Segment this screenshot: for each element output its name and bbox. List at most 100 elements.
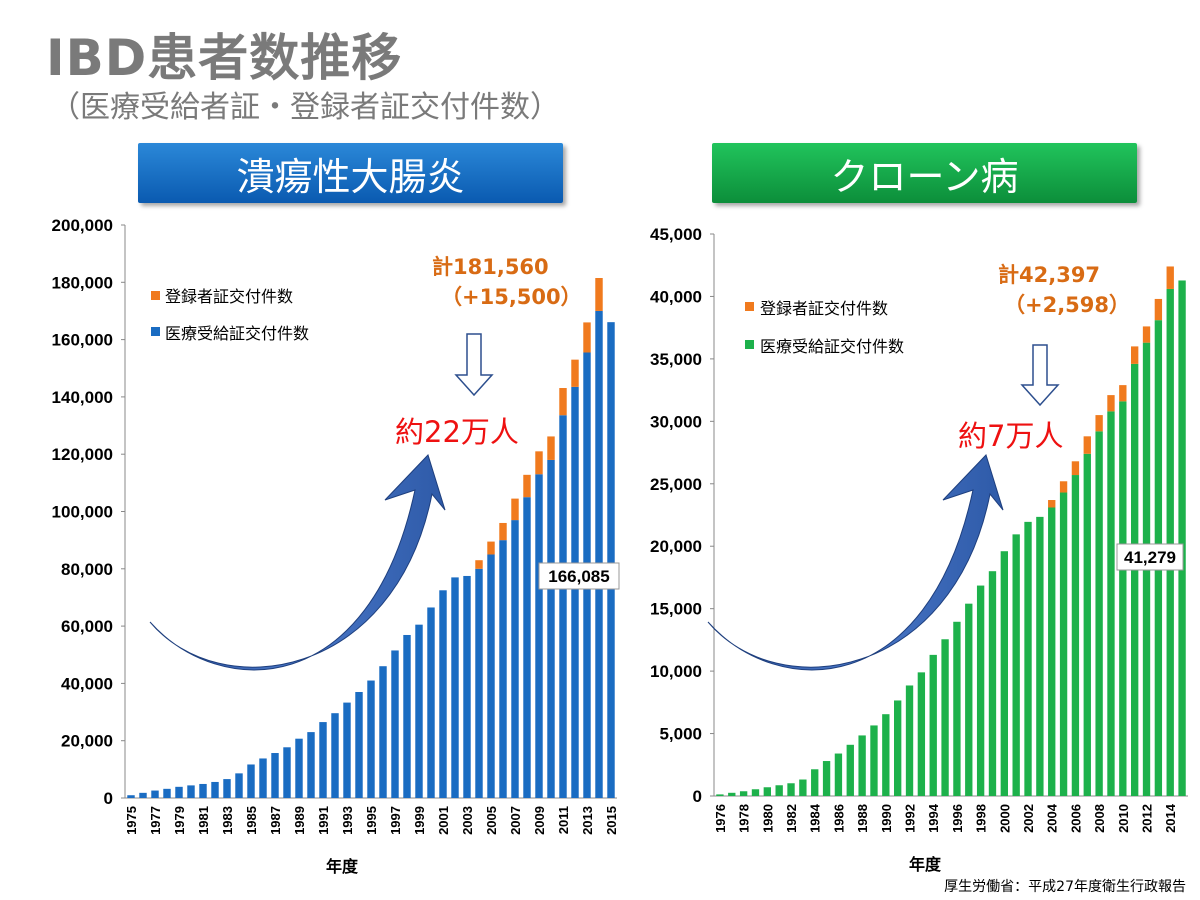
cd-xtick-label: 2004 <box>1045 803 1060 833</box>
uc-ytick-label: 60,000 <box>61 617 113 636</box>
cd-bar-registered-2009 <box>1107 395 1115 412</box>
cd-bar-medical-1989 <box>870 725 878 796</box>
uc-bar-medical-1985 <box>247 764 255 798</box>
cd-xtick-label: 1980 <box>760 804 775 833</box>
uc-xtick-label: 1979 <box>172 806 187 835</box>
uc-bar-medical-2012 <box>571 386 579 798</box>
uc-bar-registered-2009 <box>535 451 543 475</box>
uc-bar-medical-1984 <box>235 773 243 798</box>
cd-bar-medical-1987 <box>846 744 854 796</box>
cd-bar-medical-2004 <box>1048 507 1056 796</box>
uc-xtick-label: 1977 <box>148 806 163 835</box>
uc-bar-medical-1991 <box>319 722 327 798</box>
cd-bar-registered-2014 <box>1166 266 1174 289</box>
cd-bar-registered-2004 <box>1048 500 1056 508</box>
uc-bar-medical-1993 <box>343 702 351 798</box>
cd-bar-medical-1990 <box>882 714 890 796</box>
uc-bar-medical-1998 <box>403 634 411 798</box>
cd-banner-label: クローン病 <box>830 154 1019 199</box>
cd-bar-registered-2005 <box>1059 481 1068 493</box>
uc-xtick-label: 1975 <box>124 806 139 835</box>
uc-ytick-label: 0 <box>104 789 113 808</box>
uc-xtick-label: 1991 <box>316 806 331 835</box>
cd-banner: クローン病 <box>712 143 1137 203</box>
cd-bar-medical-2014 <box>1166 288 1174 796</box>
uc-bar-registered-2008 <box>523 474 531 498</box>
uc-bar-medical-2008 <box>523 497 531 798</box>
uc-bar-medical-1988 <box>283 747 291 798</box>
cd-bar-medical-2000 <box>1000 551 1008 796</box>
cd-bar-registered-2006 <box>1071 461 1080 476</box>
uc-bar-medical-1977 <box>151 790 159 798</box>
cd-bar-medical-1984 <box>811 769 819 796</box>
cd-xtick-label: 1976 <box>713 804 728 833</box>
uc-xtick-label: 1989 <box>292 806 307 835</box>
cd-ytick-label: 40,000 <box>650 287 702 306</box>
uc-bar-medical-2015 <box>607 322 615 798</box>
cd-bar-medical-2002 <box>1024 521 1032 796</box>
cd-ytick-label: 10,000 <box>650 662 702 681</box>
uc-xtick-label: 2009 <box>532 806 547 835</box>
cd-xtick-label: 1990 <box>879 804 894 833</box>
uc-legend-registered: 登録者証交付件数 <box>165 287 293 306</box>
cd-bar-registered-2008 <box>1095 415 1103 432</box>
cd-growth-arrow-icon <box>707 454 1004 671</box>
cd-xtick-label: 1988 <box>855 804 870 833</box>
cd-bar-medical-1978 <box>739 791 748 796</box>
uc-ytick-label: 20,000 <box>61 732 113 751</box>
cd-bar-medical-1983 <box>799 779 807 796</box>
cd-bar-medical-1985 <box>822 761 831 796</box>
uc-bar-medical-1989 <box>295 738 303 798</box>
cd-xtick-label: 1982 <box>784 804 799 833</box>
cd-bar-medical-1998 <box>976 585 985 796</box>
cd-bar-medical-2003 <box>1036 516 1044 796</box>
cd-bar-medical-2006 <box>1071 475 1080 796</box>
cd-chart: 1976 1978 1980 1982 1984 1986 1988 1990 1992 1994… <box>650 225 1188 874</box>
uc-bar-registered-2007 <box>511 498 519 521</box>
cd-value-box-label: 41,279 <box>1124 548 1176 567</box>
uc-xtick-label: 1985 <box>244 806 259 835</box>
cd-legend-registered: 登録者証交付件数 <box>760 299 888 318</box>
uc-bar-medical-2003 <box>463 575 471 798</box>
uc-total-diff: （+15,500） <box>441 285 582 309</box>
uc-xtick-label: 1999 <box>412 806 427 835</box>
cd-bar-registered-2013 <box>1154 298 1163 321</box>
uc-xtick-label: 2011 <box>556 806 571 834</box>
uc-bar-medical-1982 <box>211 781 219 798</box>
cd-value-box <box>1116 543 1184 571</box>
uc-down-arrow-icon <box>454 333 494 397</box>
uc-total-label: 計181,560 <box>432 255 549 279</box>
cd-bar-medical-1981 <box>775 785 783 796</box>
cd-bar-medical-2005 <box>1059 492 1068 796</box>
uc-growth-arrow-icon <box>149 454 446 671</box>
cd-xtick-label: 2010 <box>1116 804 1131 833</box>
uc-bar-registered-2012 <box>571 359 579 387</box>
cd-bar-medical-1991 <box>894 700 902 796</box>
uc-xtick-label: 2015 <box>604 806 619 835</box>
uc-bar-registered-2010 <box>547 436 555 460</box>
cd-legend-medical: 医療受給証交付件数 <box>760 337 904 356</box>
uc-chart: 1975 1977 1979 1981 1983 1985 1987 1989 1991 1993… <box>52 216 620 876</box>
uc-bar-medical-1987 <box>271 753 279 798</box>
uc-banner-label: 潰瘍性大腸炎 <box>236 154 465 199</box>
cd-total-diff: （+2,598） <box>1004 293 1130 317</box>
uc-xtick-label: 1983 <box>220 806 235 835</box>
cd-legend-medical-swatch <box>745 340 754 349</box>
cd-ytick-label: 35,000 <box>650 350 702 369</box>
cd-xtick-label: 2008 <box>1092 804 1107 833</box>
cd-bar-registered-2011 <box>1131 346 1139 364</box>
uc-xtick-label: 2003 <box>460 806 475 835</box>
cd-ytick-label: 30,000 <box>650 412 702 431</box>
uc-legend-registered-swatch <box>151 291 160 300</box>
cd-xtick-label: 2000 <box>997 804 1012 833</box>
uc-ytick-label: 200,000 <box>52 216 113 235</box>
uc-bar-medical-2006 <box>499 540 507 798</box>
cd-bar-medical-1994 <box>929 654 937 796</box>
uc-bar-medical-1981 <box>199 783 207 798</box>
uc-bar-medical-1994 <box>355 691 363 798</box>
cd-bar-medical-1996 <box>953 621 961 796</box>
uc-bar-registered-2004 <box>475 560 483 569</box>
page-title: IBD患者数推移 <box>46 29 403 87</box>
uc-xtick-label: 1995 <box>364 806 379 835</box>
cd-xtick-label: 1994 <box>926 803 941 833</box>
